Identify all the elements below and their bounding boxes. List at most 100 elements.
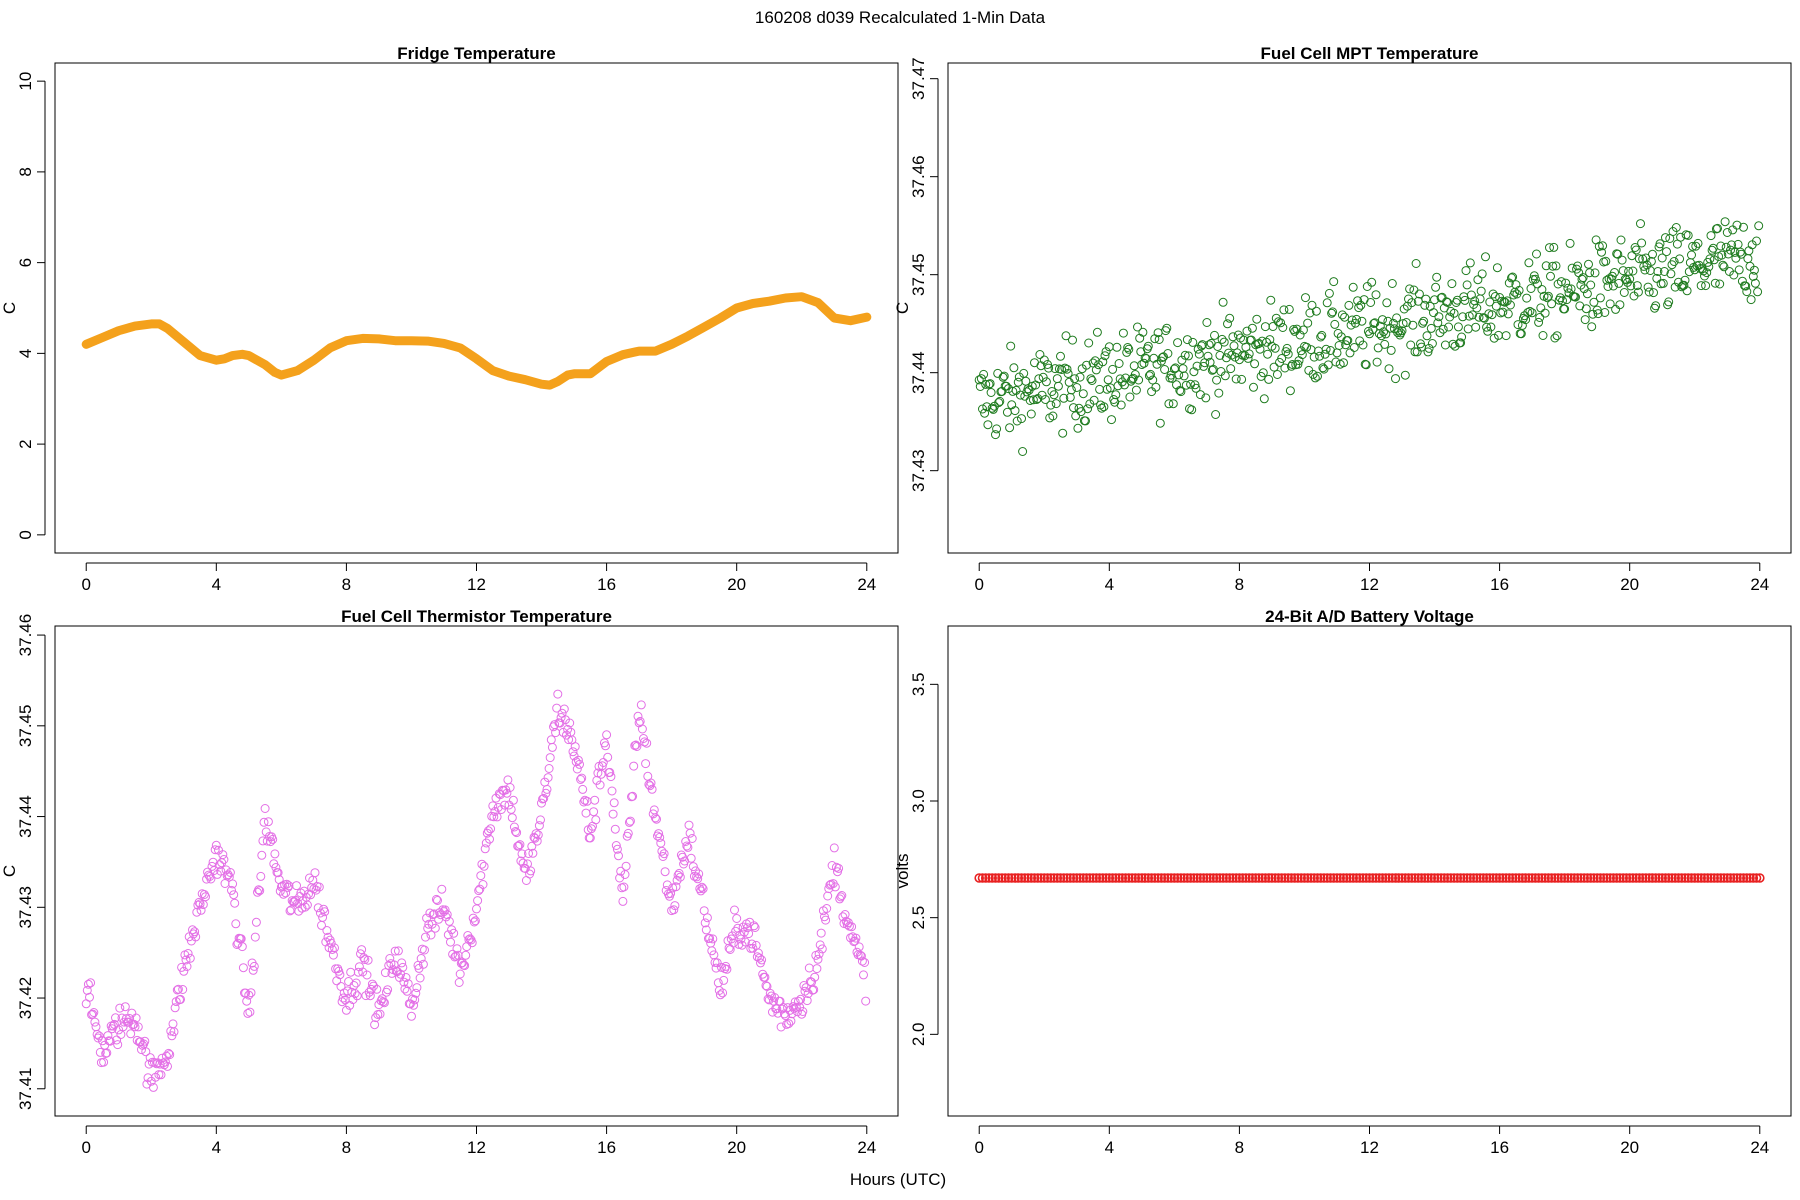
data-point [489,812,499,822]
data-point [332,976,342,986]
data-point [1626,281,1636,291]
data-point [1040,395,1050,404]
data-point [367,979,377,989]
data-point [1576,873,1586,883]
data-point [1062,873,1072,883]
data-point [1615,873,1625,883]
data-point [1084,338,1094,348]
data-point [652,814,661,824]
data-point [1367,277,1377,287]
y-tick-label: 37.44 [909,351,928,394]
data-point [390,946,400,956]
data-point [834,863,844,873]
data-point [979,369,989,379]
data-point [1107,415,1116,425]
data-point [1289,325,1299,334]
data-point [1587,322,1597,332]
x-tick-label: 20 [1620,1138,1639,1157]
data-point [1078,389,1088,399]
data-point [1371,290,1381,300]
data-point [360,955,370,964]
data-point [1429,308,1438,318]
data-point [1322,298,1332,308]
data-point [666,889,676,898]
data-point [478,880,488,889]
data-point [1195,390,1205,400]
data-point [1026,873,1037,883]
data-point [1494,873,1505,883]
data-point [218,850,228,860]
data-point [991,430,1000,440]
data-point [1333,328,1343,338]
data-point [1352,314,1361,324]
data-point [784,1019,794,1029]
data-point [191,932,201,942]
data-point [1255,344,1265,354]
data-point [1088,873,1098,883]
data-point [470,916,480,926]
x-tick-label: 12 [467,1138,486,1157]
data-point [263,817,273,827]
data-point [270,849,280,859]
data-point [1722,873,1733,883]
data-point [632,742,642,751]
data-point [1228,873,1238,883]
data-point [993,873,1004,883]
data-point [546,735,556,745]
data-point [1403,873,1414,883]
y-tick-label: 2.0 [909,1023,928,1047]
data-point [1407,298,1417,308]
data-point [987,403,997,413]
data-point [1617,255,1627,265]
data-point [998,372,1008,382]
data-point [1010,406,1020,416]
data-point [185,953,195,963]
data-point [1397,326,1407,336]
data-point [595,780,605,790]
data-point [1653,267,1663,276]
data-point [1465,258,1475,268]
data-point [452,944,462,954]
data-point [369,981,378,991]
data-point [1192,873,1202,883]
data-point [95,1047,105,1057]
data-point [416,954,426,963]
data-point [1265,335,1275,345]
data-point [1471,322,1481,332]
data-point [85,992,94,1002]
data-point [1166,873,1176,883]
data-point [810,972,820,982]
y-tick-label: 2 [16,439,35,448]
data-point [572,764,582,774]
data-point [1185,404,1194,414]
data-point [210,845,220,855]
data-point [91,1022,101,1032]
data-point [1374,873,1385,883]
x-tick-label: 0 [974,1138,983,1157]
data-point [1123,343,1133,352]
data-point [1507,873,1518,883]
data-point [1100,351,1110,361]
data-point [621,861,631,871]
data-point [1095,384,1105,394]
data-point [1146,369,1155,379]
data-point [1312,873,1323,883]
data-point [260,804,270,813]
data-point [1188,337,1198,347]
data-point [1268,322,1278,331]
data-point [674,868,684,878]
data-point [1189,873,1199,883]
data-point [983,420,993,430]
data-point [1634,873,1645,883]
data-point [1386,345,1396,355]
data-point [686,853,696,863]
data-point [697,882,707,892]
data-point [1129,361,1139,371]
data-point [126,1029,136,1039]
data-point [1595,873,1606,883]
data-point [412,983,422,993]
data-point [1155,418,1165,428]
data-point [437,884,447,894]
data-point [1254,873,1264,883]
